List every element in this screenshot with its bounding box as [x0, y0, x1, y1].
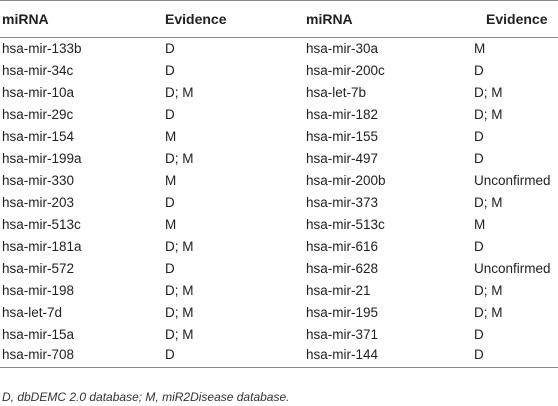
table-row: hsa-mir-10a D; M hsa-let-7b D; M: [0, 82, 558, 104]
mirna-left-cell: hsa-mir-133b: [2, 41, 82, 57]
mirna-left-cell: hsa-mir-199a: [2, 151, 82, 166]
mirna-left-cell: hsa-mir-513c: [2, 217, 81, 232]
evidence-left-cell: M: [165, 129, 177, 144]
mirna-left-cell: hsa-mir-10a: [2, 85, 75, 100]
mirna-right-cell: hsa-mir-513c: [306, 217, 385, 232]
evidence-right-cell: D: [474, 129, 484, 144]
evidence-right-cell: D; M: [474, 85, 503, 100]
evidence-right-cell: M: [474, 41, 486, 57]
header-evidence-right: Evidence: [474, 0, 558, 38]
evidence-left-cell: D: [165, 261, 175, 276]
evidence-left-cell: D; M: [165, 283, 194, 298]
mirna-left-cell: hsa-mir-330: [2, 173, 75, 188]
header-mirna-left: miRNA: [0, 0, 165, 38]
mirna-left-cell: hsa-mir-203: [2, 195, 75, 210]
mirna-left-cell: hsa-mir-154: [2, 129, 75, 144]
table-row: hsa-mir-198 D; M hsa-mir-21 D; M: [0, 280, 558, 302]
mirna-left-cell: hsa-mir-198: [2, 283, 75, 298]
evidence-left-cell: D; M: [165, 239, 194, 254]
mirna-left-cell: hsa-mir-15a: [2, 327, 75, 342]
mirna-left-cell: hsa-let-7d: [2, 305, 63, 320]
table-footnote: D, dbDEMC 2.0 database; M, miR2Disease d…: [2, 390, 290, 404]
evidence-left-cell: D: [165, 345, 306, 368]
table-row: hsa-mir-15a D; M hsa-mir-371 D: [0, 324, 558, 346]
mirna-right-cell: hsa-mir-195: [306, 305, 379, 320]
evidence-right-cell: D; M: [474, 283, 503, 298]
mirna-right-cell: hsa-mir-182: [306, 107, 379, 122]
mirna-right-cell: hsa-mir-21: [306, 283, 371, 298]
evidence-left-cell: D; M: [165, 305, 194, 320]
evidence-left-cell: D; M: [165, 85, 194, 100]
evidence-left-cell: D: [165, 63, 175, 78]
table-header: miRNA Evidence miRNA Evidence: [0, 0, 558, 38]
evidence-left-cell: D; M: [165, 151, 194, 166]
evidence-right-cell: D: [474, 151, 484, 166]
mirna-left-cell: hsa-mir-572: [2, 261, 75, 276]
mirna-evidence-table: miRNA Evidence miRNA Evidence hsa-mir-13…: [0, 0, 558, 368]
mirna-right-cell: hsa-mir-497: [306, 151, 379, 166]
evidence-right-cell: D: [474, 239, 484, 254]
header-mirna-right: miRNA: [306, 0, 474, 38]
evidence-right-cell: Unconfirmed: [474, 261, 551, 276]
evidence-left-cell: D; M: [165, 327, 194, 342]
table-row: hsa-mir-181a D; M hsa-mir-616 D: [0, 236, 558, 258]
table-row: hsa-mir-199a D; M hsa-mir-497 D: [0, 148, 558, 170]
evidence-left-cell: D: [165, 41, 175, 57]
mirna-right-cell: hsa-mir-144: [306, 345, 474, 368]
evidence-right-cell: D: [474, 327, 484, 342]
header-evidence-left: Evidence: [165, 0, 306, 38]
evidence-right-cell: D: [474, 345, 558, 368]
evidence-right-cell: D; M: [474, 195, 503, 210]
mirna-left-cell: hsa-mir-181a: [2, 239, 82, 254]
mirna-right-cell: hsa-mir-628: [306, 261, 379, 276]
evidence-right-cell: Unconfirmed: [474, 173, 551, 188]
mirna-right-cell: hsa-mir-373: [306, 195, 379, 210]
mirna-evidence-table-container: miRNA Evidence miRNA Evidence hsa-mir-13…: [0, 0, 558, 368]
mirna-right-cell: hsa-mir-371: [306, 327, 379, 342]
evidence-left-cell: M: [165, 217, 177, 232]
mirna-left-cell: hsa-mir-29c: [2, 107, 74, 122]
header-row: miRNA Evidence miRNA Evidence: [0, 0, 558, 38]
mirna-left-cell: hsa-mir-34c: [2, 63, 74, 78]
mirna-left-cell: hsa-mir-708: [0, 345, 165, 368]
evidence-left-cell: D: [165, 195, 175, 210]
mirna-right-cell: hsa-mir-30a: [306, 41, 379, 57]
mirna-right-cell: hsa-mir-616: [306, 239, 379, 254]
evidence-right-cell: D; M: [474, 107, 503, 122]
table-row: hsa-let-7d D; M hsa-mir-195 D; M: [0, 302, 558, 324]
mirna-right-cell: hsa-let-7b: [306, 85, 367, 100]
evidence-left-cell: D: [165, 107, 175, 122]
mirna-right-cell: hsa-mir-200b: [306, 173, 386, 188]
mirna-right-cell: hsa-mir-200c: [306, 63, 385, 78]
evidence-right-cell: D: [474, 63, 484, 78]
evidence-left-cell: M: [165, 173, 177, 188]
evidence-right-cell: D; M: [474, 305, 503, 320]
mirna-right-cell: hsa-mir-155: [306, 129, 379, 144]
evidence-right-cell: M: [474, 217, 486, 232]
